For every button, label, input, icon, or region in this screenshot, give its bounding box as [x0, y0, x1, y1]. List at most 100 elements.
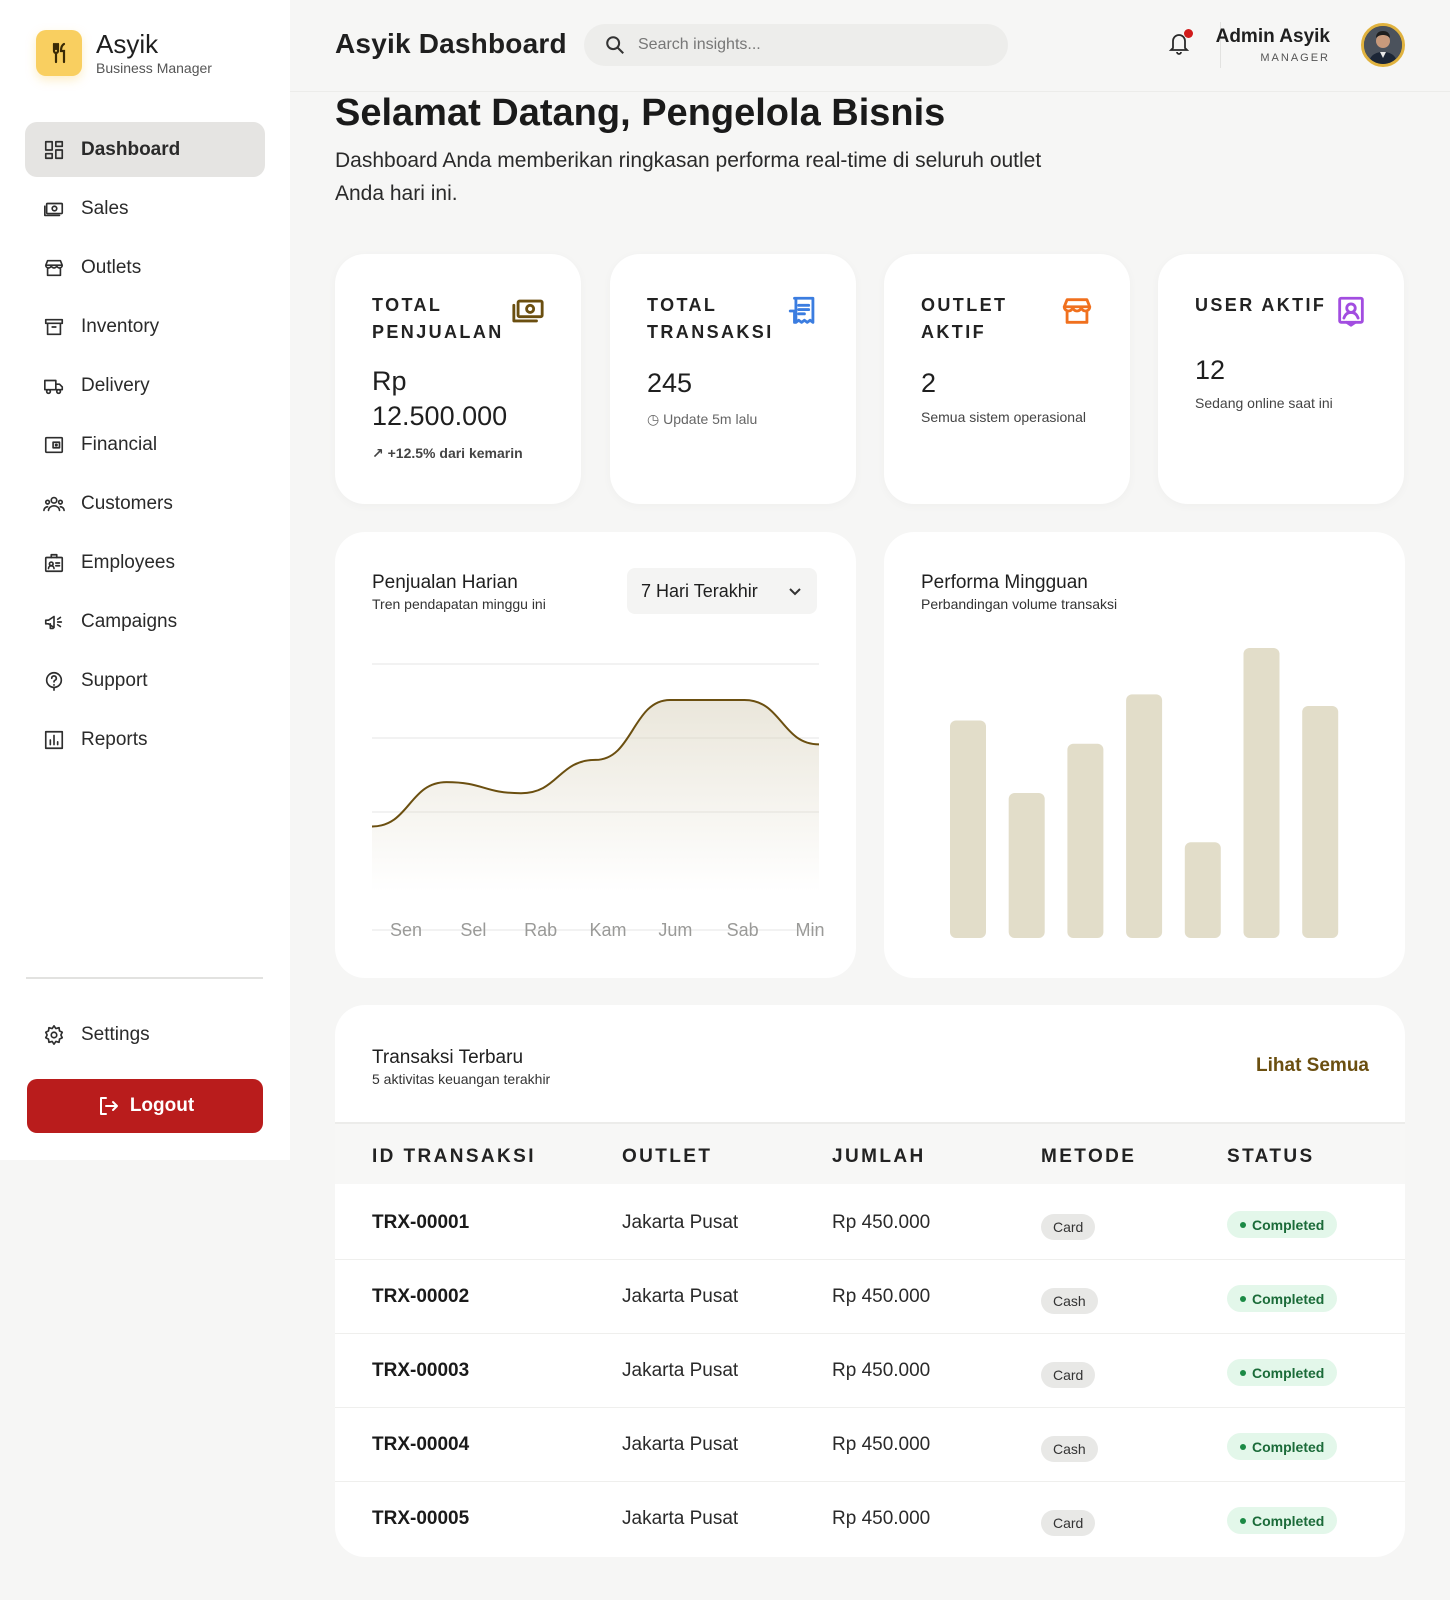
help-icon [41, 668, 67, 694]
brand-name: Asyik [96, 29, 159, 59]
sidebar-item-outlets[interactable]: Outlets [25, 240, 265, 295]
method-badge: Card [1041, 1214, 1096, 1240]
range-select[interactable]: 7 Hari Terakhir [627, 568, 817, 614]
x-tick-label: Rab [524, 920, 557, 940]
brand[interactable]: Asyik Business Manager [36, 30, 212, 76]
chevron-down-icon [789, 588, 801, 596]
sidebar-item-sales[interactable]: Sales [25, 181, 265, 236]
status-label: Completed [1252, 1438, 1325, 1455]
table-header: ID TRANSAKSI OUTLET JUMLAH METODE STATUS [335, 1122, 1405, 1184]
stat-card-total-transactions: TOTAL TRANSAKSI 245 ◷ Update 5m lalu [610, 254, 856, 504]
logout-button[interactable]: Logout [27, 1079, 263, 1133]
method-badge: Card [1041, 1362, 1096, 1388]
weekly-performance-card: Performa Mingguan Perbandingan volume tr… [884, 532, 1405, 978]
sidebar-item-label: Outlets [81, 256, 142, 278]
receipt-icon [786, 294, 820, 328]
status-dot [1240, 1443, 1246, 1450]
sidebar-item-campaigns[interactable]: Campaigns [25, 594, 265, 649]
table-row[interactable]: TRX-00003 Jakarta Pusat Rp 450.000 Card … [335, 1334, 1405, 1408]
welcome-title: Selamat Datang, Pengelola Bisnis [335, 92, 946, 134]
transactions-subtitle: 5 aktivitas keuangan terakhir [372, 1071, 551, 1087]
sidebar-item-label: Sales [81, 197, 129, 219]
tx-id: TRX-00004 [372, 1434, 470, 1455]
status-dot [1240, 1221, 1246, 1228]
status-badge: Completed [1227, 1359, 1338, 1386]
sidebar-item-label: Customers [81, 492, 173, 514]
stat-update: ◷ Update 5m lalu [647, 411, 757, 428]
status-badge: Completed [1227, 1507, 1338, 1534]
tx-outlet: Jakarta Pusat [622, 1508, 739, 1529]
stat-sub: +12.5% dari kemarin [387, 445, 523, 461]
table-row[interactable]: TRX-00005 Jakarta Pusat Rp 450.000 Card … [335, 1482, 1405, 1556]
gear-icon [41, 1022, 67, 1048]
x-tick-label: Jum [658, 920, 692, 940]
archive-icon [41, 314, 67, 340]
sidebar-item-employees[interactable]: Employees [25, 535, 265, 590]
sidebar-item-label: Settings [81, 1023, 150, 1045]
cash-icon [41, 196, 67, 222]
notification-dot [1184, 29, 1193, 38]
stat-label: TOTAL PENJUALAN [372, 295, 504, 342]
sidebar-item-financial[interactable]: Financial [25, 417, 265, 472]
tx-id: TRX-00003 [372, 1360, 470, 1381]
status-label: Completed [1252, 1290, 1325, 1307]
sidebar-item-dashboard[interactable]: Dashboard [25, 122, 265, 177]
wallet-icon [41, 432, 67, 458]
sidebar-item-label: Campaigns [81, 610, 178, 632]
sidebar-item-settings[interactable]: Settings [25, 1007, 265, 1062]
tx-outlet: Jakarta Pusat [622, 1286, 739, 1307]
column-header: JUMLAH [832, 1146, 926, 1167]
search-icon [606, 36, 624, 54]
range-select-value: 7 Hari Terakhir [641, 580, 758, 601]
status-label: Completed [1252, 1512, 1325, 1529]
sidebar-item-reports[interactable]: Reports [25, 712, 265, 767]
x-tick-label: Min [795, 920, 824, 940]
status-dot [1240, 1369, 1246, 1376]
bar [1008, 793, 1045, 938]
bar [1067, 743, 1104, 938]
line-chart: Sen Sel Rab Kam Jum Sab Min [371, 663, 825, 940]
method-badge: Cash [1041, 1436, 1098, 1462]
sidebar-item-inventory[interactable]: Inventory [25, 299, 265, 354]
bar-chart-icon [41, 727, 67, 753]
sidebar-item-delivery[interactable]: Delivery [25, 358, 265, 413]
status-badge: Completed [1227, 1211, 1338, 1238]
avatar[interactable] [1361, 23, 1405, 67]
method-badge: Cash [1041, 1288, 1098, 1314]
sidebar-nav: Dashboard Sales Outlets Inventory Delive… [25, 122, 265, 771]
stat-value: 12 [1195, 355, 1226, 385]
tx-outlet: Jakarta Pusat [622, 1212, 739, 1233]
area-fill [372, 699, 819, 892]
column-header: STATUS [1227, 1146, 1315, 1167]
logout-icon [99, 1097, 118, 1115]
table-row[interactable]: TRX-00004 Jakarta Pusat Rp 450.000 Cash … [335, 1408, 1405, 1482]
table-row[interactable]: TRX-00001 Jakarta Pusat Rp 450.000 Card … [335, 1186, 1405, 1260]
status-dot [1240, 1517, 1246, 1524]
notification-bell[interactable] [1167, 29, 1193, 58]
sidebar-item-label: Financial [81, 433, 158, 455]
column-header: OUTLET [622, 1146, 713, 1167]
tx-id: TRX-00005 [372, 1508, 470, 1529]
stat-sub: Semua sistem operasional [921, 409, 1086, 425]
sidebar-item-support[interactable]: Support [25, 653, 265, 708]
status-badge: Completed [1227, 1285, 1338, 1312]
money-icon [511, 294, 545, 328]
search-input[interactable] [638, 36, 978, 54]
table-row[interactable]: TRX-00002 Jakarta Pusat Rp 450.000 Cash … [335, 1260, 1405, 1334]
column-header: METODE [1041, 1146, 1137, 1167]
stat-label: OUTLET AKTIF [921, 295, 1008, 342]
stat-trend: ↗ +12.5% dari kemarin [372, 445, 523, 462]
bar [1126, 694, 1163, 938]
bar [1184, 842, 1221, 938]
see-all-link[interactable]: Lihat Semua [1256, 1055, 1369, 1076]
transactions-title: Transaksi Terbaru [372, 1047, 524, 1068]
status-label: Completed [1252, 1216, 1325, 1233]
user-role: MANAGER [1260, 52, 1330, 64]
chart-title: Penjualan Harian [372, 572, 518, 593]
bar-chart [950, 648, 1339, 938]
search-bar[interactable] [584, 24, 1008, 66]
sidebar-item-customers[interactable]: Customers [25, 476, 265, 531]
x-tick-label: Sen [390, 920, 422, 940]
store-icon [1060, 294, 1094, 328]
recent-transactions-card: Transaksi Terbaru 5 aktivitas keuangan t… [335, 1005, 1405, 1557]
